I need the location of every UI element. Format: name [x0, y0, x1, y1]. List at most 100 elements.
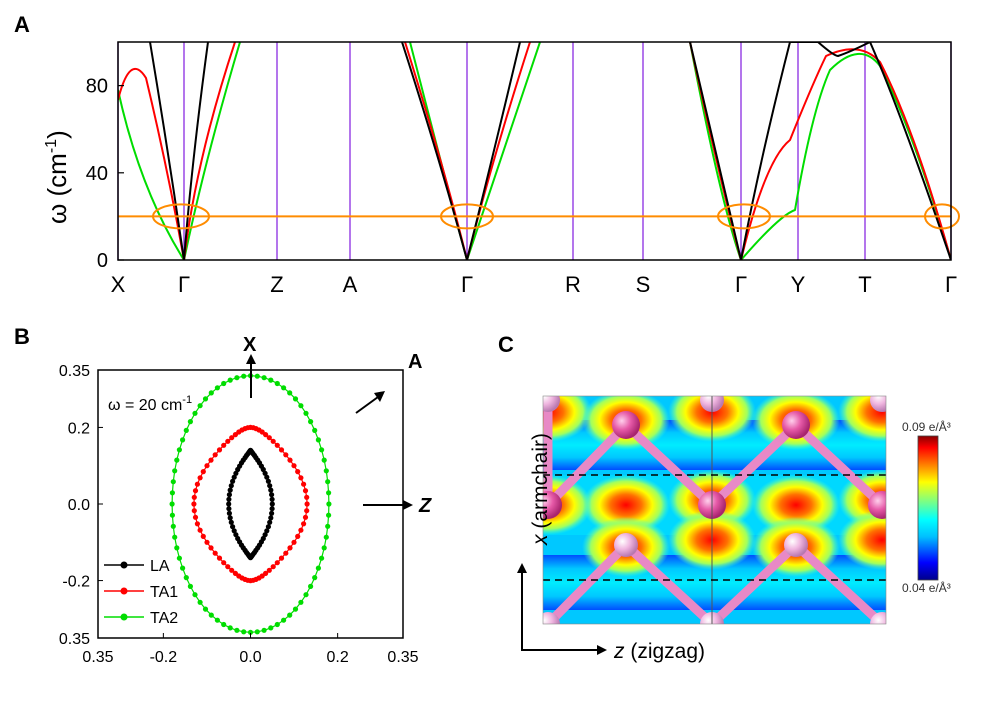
dispersion-curves	[118, 42, 951, 260]
contour-point-ta1-22	[298, 527, 304, 533]
contour-point-ta2-44	[197, 599, 203, 605]
contour-point-ta2-22	[321, 545, 327, 551]
contour-point-ta2-31	[281, 617, 287, 623]
panel-a-chart: 0 40 80 X Γ Z A Γ R S Γ Y T Γ ω (cm-1)	[42, 41, 960, 297]
contour-point-ta2-43	[202, 606, 209, 612]
contour-point-ta2-67	[214, 385, 220, 391]
a-direction-arrow: A	[355, 351, 422, 414]
contour-point-ta1-44	[221, 560, 227, 566]
b-ytick-2: 0.0	[68, 497, 90, 514]
high-symmetry-lines	[117, 42, 952, 260]
a-ytick-40: 40	[86, 163, 108, 185]
contour-point-ta1-14	[298, 475, 304, 481]
contour-point-ta1-65	[225, 438, 231, 444]
contour-la	[228, 449, 273, 559]
curve-ta2-2	[689, 42, 951, 260]
contour-point-ta2-71	[241, 373, 247, 379]
contour-point-ta1-45	[216, 555, 223, 561]
contour-point-la-18	[269, 501, 275, 507]
curve-la-2	[689, 42, 951, 260]
contour-point-ta2-37	[241, 629, 247, 635]
legend-marker-ta1	[120, 587, 128, 595]
contour-point-ta1-56	[192, 488, 199, 494]
b-xtick-4: 0.35	[387, 649, 418, 666]
contour-point-ta2-24	[315, 565, 321, 571]
atom-lower-7	[870, 612, 886, 624]
contour-point-ta2-15	[323, 468, 329, 474]
contour-point-ta1-54	[191, 501, 197, 507]
reference-ellipses	[152, 203, 960, 230]
contour-point-ta2-16	[325, 479, 331, 485]
b-xtick-0: 0.35	[82, 649, 113, 666]
contour-point-ta2-68	[221, 380, 227, 387]
hs-label-2: Z	[270, 272, 283, 297]
contour-point-ta1-64	[221, 442, 227, 448]
contour-point-ta1-21	[301, 521, 307, 527]
contour-point-la-50	[228, 519, 234, 525]
bond-5	[543, 540, 631, 624]
contour-point-ta2-61	[183, 427, 189, 433]
contour-point-ta2-53	[169, 512, 175, 518]
contour-point-ta1-20	[302, 514, 309, 520]
reference-ellipse-3	[924, 203, 960, 230]
atom-lower-3	[614, 533, 638, 557]
contour-point-ta1-18	[304, 501, 310, 507]
contour-point-ta2-25	[312, 575, 318, 581]
hs-label-5: R	[565, 272, 581, 297]
panel-b-label: B	[14, 324, 30, 349]
contour-point-ta1-62	[212, 452, 218, 458]
contour-point-ta2-21	[323, 534, 329, 540]
panel-a-y-label: ω (cm-1)	[42, 130, 72, 224]
contour-point-la-12	[264, 474, 270, 480]
contour-point-la-71	[247, 448, 253, 454]
contour-point-ta1-16	[302, 488, 309, 494]
contour-point-la-51	[227, 515, 233, 521]
contour-point-ta1-30	[266, 567, 272, 573]
contour-point-ta1-46	[212, 550, 218, 556]
contour-point-ta2-42	[208, 612, 214, 618]
panel-b-legend: LA TA1 TA2	[104, 558, 178, 627]
contour-point-la-49	[230, 524, 236, 530]
contour-point-la-56	[226, 492, 232, 498]
constant-frequency-contours	[169, 373, 332, 635]
atom-lower-4	[784, 533, 808, 557]
contour-point-ta2-69	[227, 377, 233, 383]
contour-point-ta1-60	[204, 463, 210, 469]
bond-0	[543, 420, 631, 510]
contour-point-ta2-1	[254, 373, 260, 379]
hs-label-3: A	[343, 272, 358, 297]
contour-point-ta2-66	[208, 390, 214, 396]
contour-point-ta2-52	[170, 523, 176, 529]
hs-label-9: T	[858, 272, 871, 297]
contour-point-ta2-26	[308, 583, 314, 590]
contour-point-ta1-23	[295, 533, 301, 540]
colorbar-max-label: 0.09 e/Å³	[902, 419, 951, 434]
contour-point-ta2-23	[319, 555, 325, 561]
contour-point-la-14	[267, 483, 273, 489]
contour-point-la-13	[265, 478, 271, 484]
contour-point-ta2-18	[326, 501, 332, 507]
z-direction-label: Z	[418, 495, 432, 517]
atom-lower-0	[543, 396, 560, 412]
contour-point-ta2-65	[202, 396, 209, 402]
contour-point-ta2-10	[308, 419, 314, 425]
contour-point-ta1-26	[283, 550, 289, 556]
contour-point-ta2-29	[292, 606, 299, 612]
contour-point-ta2-45	[192, 592, 198, 598]
panel-b-ticks: 0.35 -0.2 0.0 0.2 0.350.350.20.0-0.20.35	[59, 363, 419, 666]
b-ytick-4: 0.35	[59, 631, 90, 648]
contour-point-la-47	[233, 532, 239, 538]
density-maximum-9	[543, 475, 592, 535]
legend-label-ta2: TA2	[150, 610, 178, 627]
armchair-axis-arrow	[517, 563, 527, 651]
atom-upper-2	[543, 491, 562, 519]
contour-point-ta2-38	[234, 627, 240, 633]
contour-point-ta2-41	[214, 617, 220, 623]
contour-point-ta1-55	[191, 494, 197, 500]
reference-ellipse-0	[152, 203, 210, 230]
contour-point-ta2-34	[261, 627, 267, 633]
density-maximum-13	[838, 510, 886, 570]
contour-point-ta2-30	[287, 612, 293, 618]
contour-point-ta2-46	[187, 583, 193, 590]
